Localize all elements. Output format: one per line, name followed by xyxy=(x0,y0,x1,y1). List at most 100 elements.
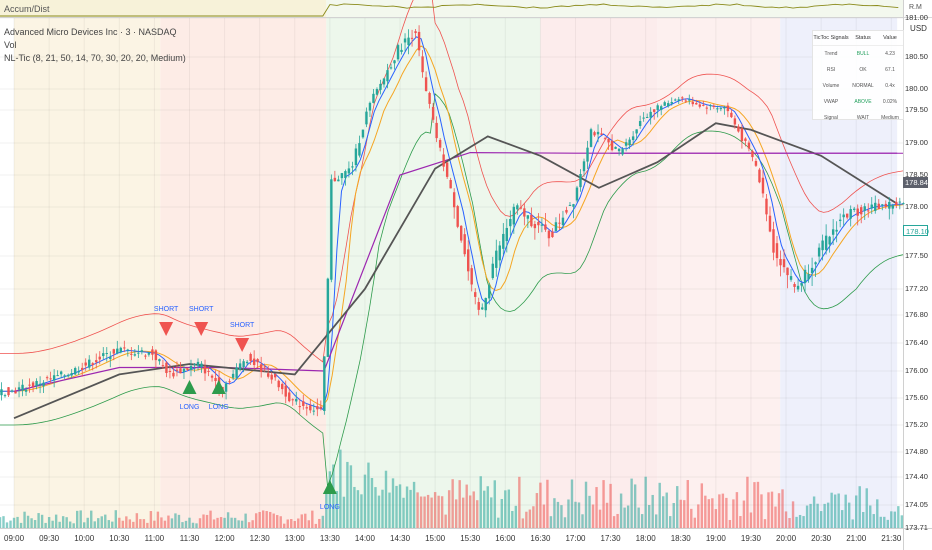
volume-bar xyxy=(819,511,823,528)
candle-body xyxy=(621,149,624,155)
volume-bar xyxy=(37,513,40,528)
candle-body xyxy=(856,208,859,216)
volume-bar xyxy=(90,510,93,528)
candle-body xyxy=(877,203,880,209)
candle-body xyxy=(144,355,147,357)
candle-body xyxy=(77,371,80,373)
indicator-legend[interactable]: NL-Tic (8, 21, 50, 14, 70, 30, 20, 20, M… xyxy=(4,53,186,63)
last-price-tag[interactable]: 178.10 xyxy=(903,225,929,236)
candle-body xyxy=(252,358,256,366)
candle-body xyxy=(137,352,140,354)
volume-bar xyxy=(472,491,475,528)
volume-bar xyxy=(184,520,188,528)
candle-body xyxy=(189,365,193,370)
y-tick-label: 176.00 xyxy=(905,366,928,375)
volume-bar xyxy=(812,496,816,528)
volume-bar xyxy=(118,517,121,528)
candle-body xyxy=(186,368,189,370)
volume-bar xyxy=(591,504,595,528)
volume-bar xyxy=(844,494,847,528)
candle-body xyxy=(295,398,298,402)
candle-body xyxy=(463,234,466,255)
candle-body xyxy=(512,206,516,225)
volume-bar xyxy=(314,523,318,528)
candle-body xyxy=(396,45,400,60)
vol-legend[interactable]: Vol xyxy=(4,40,17,50)
volume-bar xyxy=(26,515,30,528)
short-signal-marker xyxy=(159,322,174,336)
volume-bar xyxy=(753,482,756,528)
volume-bar xyxy=(560,505,563,528)
volume-bar xyxy=(51,520,54,528)
candle-body xyxy=(445,162,449,177)
volume-bar xyxy=(395,485,398,528)
candle-body xyxy=(91,363,94,366)
legend: Advanced Micro Devices Inc · 3 · NASDAQ … xyxy=(4,26,186,65)
volume-bar xyxy=(328,471,332,528)
candle-body xyxy=(151,349,154,355)
volume-bar xyxy=(500,498,503,528)
volume-bar xyxy=(437,495,440,528)
currency-label[interactable]: USD xyxy=(910,24,927,33)
volume-bar xyxy=(654,514,658,528)
candle-body xyxy=(677,99,680,101)
volume-bar xyxy=(862,511,865,528)
candle-body xyxy=(519,207,523,209)
signal-value: Medium xyxy=(881,115,899,121)
volume-bar xyxy=(209,510,212,528)
volume-bar xyxy=(363,474,367,528)
volume-bar xyxy=(542,504,546,528)
candle-body xyxy=(351,166,354,168)
volume-bar xyxy=(142,519,146,528)
y-tick-label: 174.80 xyxy=(905,447,928,456)
candle-body xyxy=(807,274,810,280)
y-tick-label: 177.20 xyxy=(905,284,928,293)
volume-bar xyxy=(237,520,240,528)
volume-bar xyxy=(163,520,167,528)
candle-body xyxy=(551,231,554,238)
candle-body xyxy=(112,349,115,354)
volume-bar xyxy=(44,522,47,528)
volume-bar xyxy=(704,495,707,528)
short-signal-label: SHORT xyxy=(153,306,179,313)
volume-bar xyxy=(353,486,356,528)
volume-bar xyxy=(588,495,591,528)
volume-bar xyxy=(128,519,132,528)
candle-body xyxy=(474,292,477,297)
candle-body xyxy=(0,389,3,396)
volume-bar xyxy=(458,480,461,528)
candle-body xyxy=(642,117,645,119)
volume-bar xyxy=(777,493,781,528)
candle-body xyxy=(414,31,417,34)
y-tick-label: 173.71 xyxy=(905,523,928,532)
candle-body xyxy=(238,363,242,370)
candle-body xyxy=(14,391,17,394)
candle-body xyxy=(102,353,105,357)
volume-bar xyxy=(307,520,310,528)
volume-bar xyxy=(93,521,96,528)
session-band xyxy=(14,18,161,528)
candle-body xyxy=(242,361,245,368)
symbol-title[interactable]: Advanced Micro Devices Inc · 3 · NASDAQ xyxy=(4,27,177,37)
volume-bar xyxy=(581,514,584,528)
signals-header-signal: TicToc Signals xyxy=(813,35,849,41)
volume-bar xyxy=(412,481,416,528)
candle-body xyxy=(838,219,842,222)
long-signal-marker xyxy=(322,480,337,494)
volume-bar xyxy=(65,517,68,528)
candle-body xyxy=(779,258,782,266)
volume-bar xyxy=(823,503,826,528)
volume-bar xyxy=(683,500,686,528)
volume-bar xyxy=(640,514,644,528)
volume-bar xyxy=(595,487,598,528)
volume-bar xyxy=(469,495,472,528)
candle-body xyxy=(421,56,424,73)
candle-body xyxy=(874,202,877,211)
volume-bar xyxy=(311,510,314,528)
volume-bar xyxy=(381,489,384,528)
current-price-tag[interactable]: 178.84 xyxy=(903,177,928,188)
volume-bar xyxy=(272,513,275,528)
candle-body xyxy=(193,364,196,366)
